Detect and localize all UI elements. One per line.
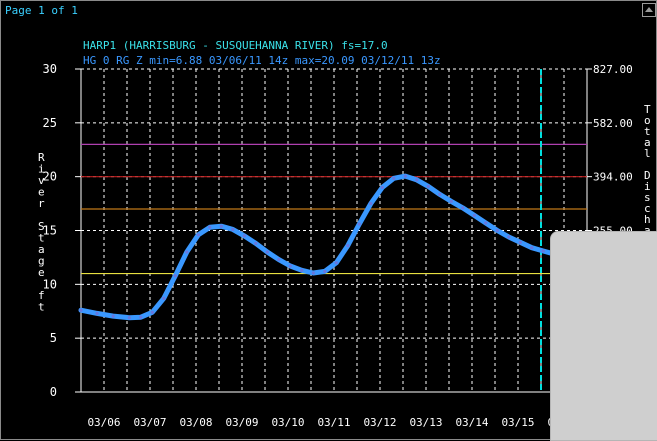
grid-lines (75, 68, 592, 393)
data-point (403, 174, 407, 178)
data-point (323, 269, 327, 274)
data-point (265, 250, 269, 254)
data-point (518, 240, 522, 244)
scroll-up-arrow-icon[interactable] (642, 3, 656, 17)
data-point (196, 233, 200, 237)
data-point (415, 178, 419, 182)
data-point (438, 192, 442, 197)
data-point (185, 250, 189, 254)
data-point (139, 315, 143, 319)
data-point (541, 249, 545, 253)
x-tick-label: 03/11 (317, 416, 350, 429)
x-tick-labels: 03/06 03/07 03/08 03/09 03/10 03/11 03/12 03/13… (87, 416, 580, 429)
data-point (111, 314, 115, 318)
y-tick-label: 25 (43, 116, 57, 130)
x-tick-label: 03/12 (363, 416, 396, 429)
data-point (357, 222, 361, 226)
data-point (173, 274, 177, 278)
y-tick-label: 0 (50, 385, 57, 399)
data-point (127, 316, 131, 320)
x-tick-label: 03/15 (501, 416, 534, 429)
data-point (277, 257, 281, 262)
data-point (95, 311, 99, 316)
data-point (392, 176, 396, 180)
x-tick-label: 03/08 (179, 416, 212, 429)
data-point (254, 241, 258, 246)
y-tick-label: 20 (43, 170, 57, 184)
data-point (472, 213, 476, 218)
data-point (495, 228, 499, 233)
data-point (461, 206, 465, 210)
data-point (507, 235, 511, 239)
data-point (162, 296, 166, 300)
y-tick-label: 5 (50, 331, 57, 345)
data-point (288, 264, 292, 268)
y2-tick-label: 827.00 (593, 63, 633, 76)
x-tick-label: 03/07 (133, 416, 166, 429)
data-point (449, 199, 453, 204)
x-tick-label: 03/06 (87, 416, 120, 429)
chart-subtitle: HG 0 RG Z min=6.88 03/06/11 14z max=20.0… (83, 54, 441, 67)
data-point (231, 227, 235, 232)
data-point (369, 201, 373, 206)
series-layer (78, 173, 558, 321)
data-point (150, 310, 154, 314)
data-point (334, 261, 338, 265)
data-point (242, 234, 246, 238)
data-point (346, 243, 350, 248)
data-point (79, 308, 83, 312)
page-indicator: Page 1 of 1 (5, 4, 78, 17)
series-line-stage (78, 173, 558, 321)
y-tick-label: 15 (43, 224, 57, 238)
y-tick-labels: 0 5 10 15 20 25 30 (43, 62, 57, 399)
x-tick-label: 03/09 (225, 416, 258, 429)
threshold-lines (81, 69, 587, 392)
x-tick-label: 03/14 (455, 416, 488, 429)
x-tick-label: 03/10 (271, 416, 304, 429)
data-point (380, 185, 384, 190)
y-tick-label: 10 (43, 277, 57, 291)
data-point (219, 224, 223, 228)
y2-tick-label: 582.00 (593, 117, 633, 130)
y2-tick-label: 394.00 (593, 171, 633, 184)
data-point (300, 268, 304, 272)
y-tick-label: 30 (43, 62, 57, 76)
overlay-panel (550, 231, 657, 441)
data-point (208, 225, 212, 229)
x-tick-label: 03/13 (409, 416, 442, 429)
data-point (484, 221, 488, 225)
data-point (426, 184, 430, 188)
chart-title: HARP1 (HARRISBURG - SUSQUEHANNA RIVER) f… (83, 39, 388, 52)
data-point (530, 246, 534, 250)
data-point (311, 271, 315, 275)
